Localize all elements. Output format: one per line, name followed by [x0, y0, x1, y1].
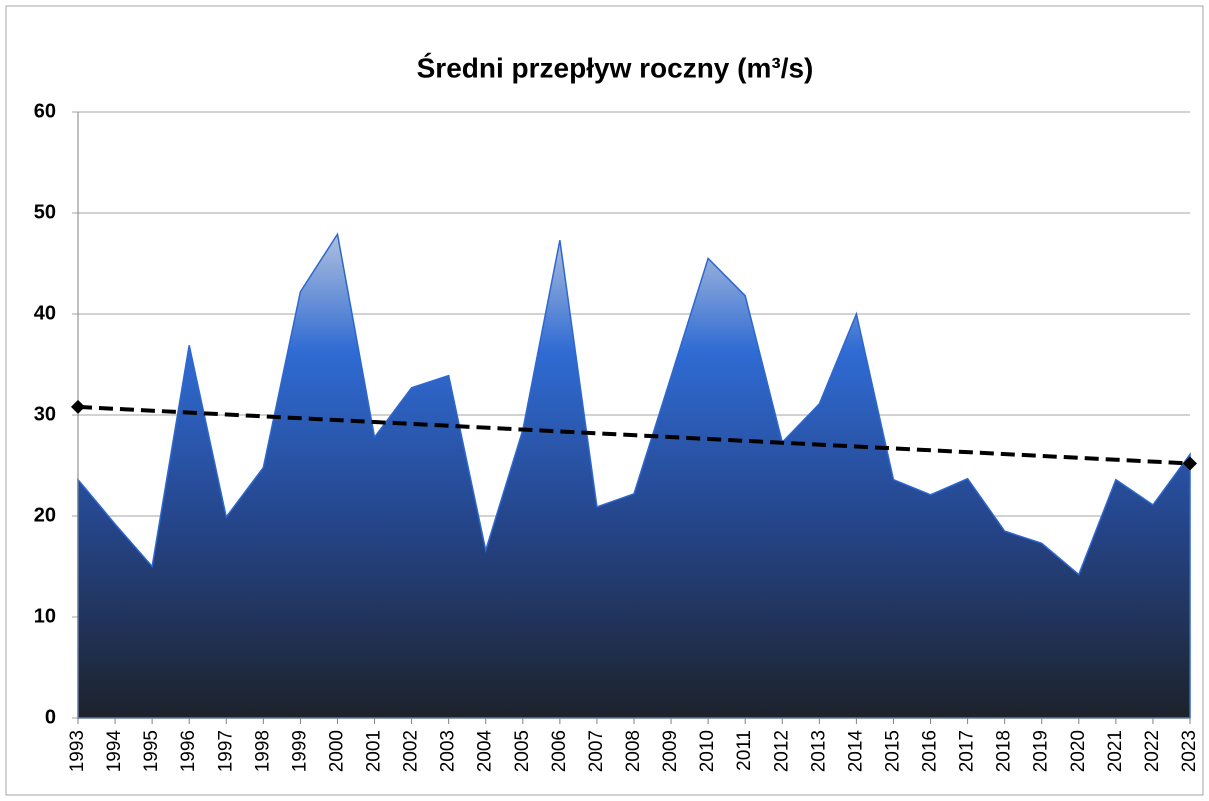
x-tick-label: 2008 [623, 730, 644, 772]
x-tick-label: 2009 [660, 730, 681, 772]
x-tick-label: 1998 [252, 730, 273, 772]
x-tick-label: 2002 [401, 730, 422, 772]
x-tick-label: 2017 [957, 730, 978, 772]
x-tick-label: 1993 [67, 730, 88, 772]
x-tick-label: 2005 [512, 730, 533, 772]
y-tick-label: 50 [34, 201, 56, 223]
x-tick-label: 2010 [697, 730, 718, 772]
x-tick-label: 2011 [734, 730, 755, 771]
x-tick-label: 2020 [1068, 730, 1089, 772]
x-tick-label: 2013 [808, 730, 829, 772]
x-tick-label: 2018 [994, 730, 1015, 772]
x-tick-label: 2019 [1031, 730, 1052, 772]
x-tick-label: 2007 [586, 730, 607, 772]
x-tick-label: 1996 [178, 730, 199, 772]
y-tick-label: 30 [34, 403, 56, 425]
chart-title: Średni przepływ roczny (m³/s) [417, 52, 814, 83]
trend-marker [1183, 456, 1197, 471]
y-tick-label: 20 [34, 504, 56, 526]
x-tick-label: 2000 [326, 730, 347, 772]
x-tick-label: 2014 [845, 730, 866, 773]
x-tick-label: 2021 [1105, 730, 1126, 772]
y-tick-label: 60 [34, 100, 56, 122]
trendline [77, 404, 1191, 466]
x-tick-label: 2023 [1179, 730, 1200, 772]
x-tick-label: 2004 [475, 730, 496, 773]
y-tick-label: 10 [34, 605, 56, 627]
x-tick-label: 2015 [882, 730, 903, 772]
x-tick-label: 1994 [104, 730, 125, 773]
y-tick-label: 0 [45, 706, 56, 728]
y-tick-label: 40 [34, 302, 56, 324]
x-tick-label: 2003 [438, 730, 459, 772]
x-tick-label: 2022 [1142, 730, 1163, 772]
x-tick-label: 1999 [289, 730, 310, 772]
x-tick-label: 2001 [364, 730, 385, 772]
x-tick-label: 1995 [141, 730, 162, 772]
x-tick-label: 1997 [215, 730, 236, 772]
trend-marker [71, 399, 85, 414]
x-tick-label: 2012 [771, 730, 792, 772]
x-tick-label: 2006 [549, 730, 570, 772]
x-tick-label: 2016 [920, 730, 941, 772]
